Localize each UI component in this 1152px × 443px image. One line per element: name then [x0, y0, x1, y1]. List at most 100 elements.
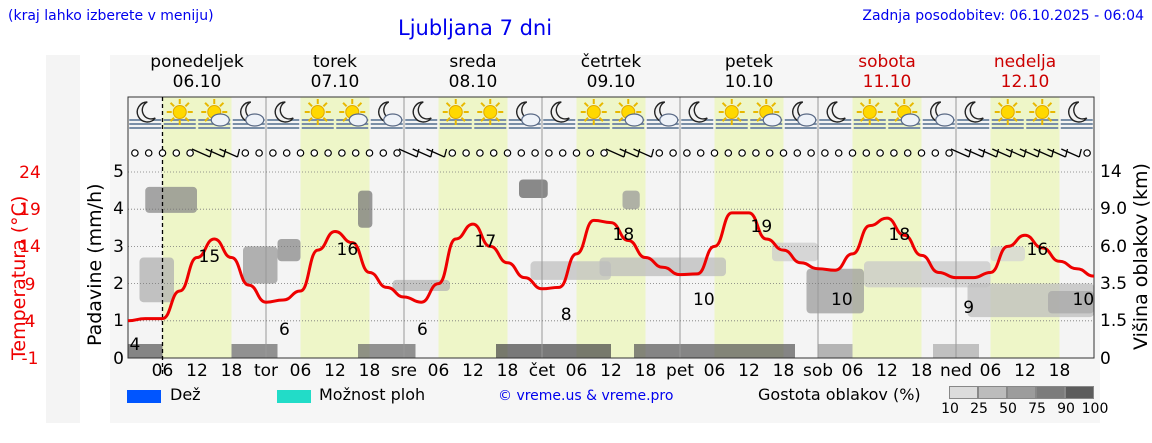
last-updated: Zadnja posodobitev: 06.10.2025 - 06:04 — [862, 8, 1144, 24]
wind-marker — [917, 149, 926, 157]
density-swatch — [949, 386, 978, 399]
density-value: 25 — [970, 401, 988, 417]
low-cloud-patch — [128, 344, 163, 358]
sun-ray — [909, 102, 915, 108]
calm-circle — [752, 149, 760, 157]
fog-bar — [336, 127, 369, 129]
day-date: 09.10 — [586, 72, 636, 92]
sun-ray — [736, 116, 742, 122]
rain-legend-label: Dež — [170, 385, 201, 404]
moon-icon — [819, 101, 852, 129]
rain-legend-swatch — [127, 390, 161, 403]
wind-marker — [765, 149, 774, 157]
location-hint: (kraj lahko izberete v meniju) — [8, 8, 214, 24]
fog-bar — [543, 123, 576, 125]
cloud-shape — [210, 113, 230, 127]
cloud-shape — [383, 113, 403, 127]
calm-circle — [172, 149, 181, 157]
sun-icon — [991, 99, 1024, 129]
calm-circle — [448, 149, 457, 157]
cloud-patch — [392, 279, 450, 292]
wind-barb — [1005, 148, 1025, 158]
wind-barb — [619, 148, 638, 158]
cloud-tick: 14 — [1100, 162, 1122, 182]
wind-marker — [633, 148, 655, 158]
wind-marker — [191, 148, 213, 158]
fog-bar — [681, 127, 714, 129]
hour-tick: 06 — [979, 361, 1002, 381]
temperature-tick: 14 — [19, 237, 41, 258]
cloud-patch — [277, 238, 301, 262]
day-abbr-tick: sob — [802, 361, 834, 381]
temperature-label: 10 — [1072, 290, 1095, 311]
sun-ray — [1012, 116, 1018, 122]
moon-cloud-icon — [370, 101, 403, 129]
wind-marker — [351, 149, 360, 157]
sun-ray — [583, 102, 589, 108]
calm-circle — [186, 149, 194, 157]
cloud-patch — [519, 179, 548, 199]
wind-marker — [807, 149, 815, 157]
day-band — [990, 97, 1060, 358]
calm-circle — [586, 149, 595, 157]
sun-ray — [342, 116, 348, 122]
temperature-label: 15 — [198, 246, 221, 267]
sun-ray — [583, 116, 589, 122]
sun-disc — [1000, 105, 1015, 119]
calm-circle — [890, 149, 898, 157]
density-swatch — [1007, 386, 1036, 399]
sun-ray — [1012, 102, 1018, 108]
hour-tick: 06 — [427, 361, 450, 381]
temperature-label: 6 — [279, 319, 290, 340]
day-date: 07.10 — [310, 72, 360, 92]
temperature-label: 17 — [474, 232, 497, 253]
sun-cloud-icon — [198, 99, 231, 129]
density-swatch — [978, 386, 1007, 399]
sun-disc — [172, 105, 187, 119]
calm-circle — [255, 149, 263, 157]
wind-barb — [219, 148, 238, 158]
wind-marker — [683, 149, 691, 157]
wind-marker — [834, 149, 843, 157]
density-value: 90 — [1057, 401, 1075, 417]
wind-marker — [1019, 148, 1041, 158]
fog-bar — [784, 127, 817, 129]
density-value: 100 — [1081, 401, 1109, 417]
calm-circle — [834, 149, 843, 157]
wind-marker — [931, 149, 940, 157]
calm-circle — [158, 149, 167, 157]
moon-shape — [1068, 101, 1088, 123]
cloud-tick: 3.5 — [1100, 273, 1128, 294]
moon-cloud-icon — [646, 101, 679, 129]
cloud-patch — [864, 261, 991, 288]
sun-cloud-icon — [750, 99, 783, 129]
cloud-patch — [530, 261, 611, 280]
wind-marker — [572, 149, 581, 157]
calm-circle — [876, 149, 884, 157]
sun-ray — [874, 116, 880, 122]
density-value: 10 — [941, 401, 959, 417]
sun-ray — [204, 102, 210, 108]
copyright-link[interactable]: © vreme.us & vreme.pro — [498, 388, 674, 404]
sun-ray — [771, 102, 777, 108]
wind-marker — [862, 149, 871, 157]
wind-barb-tick — [1078, 148, 1082, 158]
moon-icon — [129, 101, 162, 129]
sun-ray — [1047, 102, 1053, 108]
wind-marker — [890, 149, 898, 157]
calm-circle — [807, 149, 815, 157]
night-band — [818, 97, 853, 358]
wind-barb-tick — [623, 148, 627, 158]
hour-tick: 12 — [1014, 361, 1036, 381]
sun-ray — [874, 102, 880, 108]
temperature-label: 16 — [1026, 239, 1049, 260]
sun-ray — [307, 116, 313, 122]
cloud-shape — [659, 113, 679, 127]
moon-icon — [267, 101, 300, 129]
sun-icon — [163, 99, 196, 129]
calm-circle — [683, 149, 691, 157]
wind-barb-tick — [209, 148, 213, 158]
day-name: petek — [724, 52, 774, 72]
temperature-tick: 24 — [19, 163, 41, 183]
calm-circle — [131, 149, 139, 157]
